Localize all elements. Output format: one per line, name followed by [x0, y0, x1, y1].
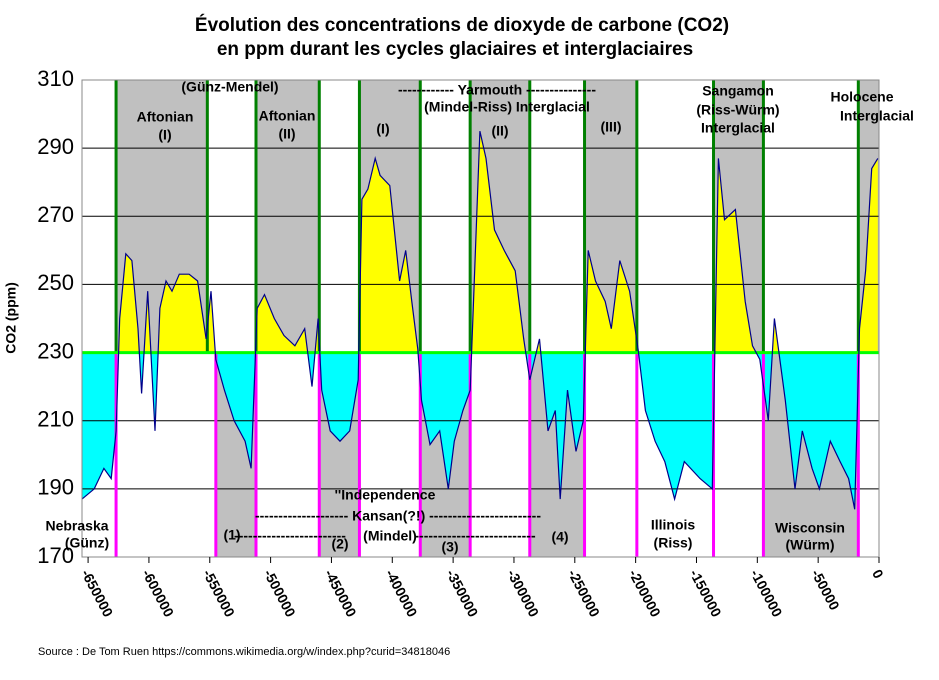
- annotation: (I): [158, 127, 171, 143]
- y-tick-label: 170: [37, 543, 74, 568]
- annotation: (Günz-Mendel): [181, 79, 278, 95]
- x-tick-label: -250000: [565, 567, 603, 620]
- x-tick-label: -400000: [382, 567, 420, 620]
- annotation: (Mindel-Riss) Interglacial: [424, 99, 590, 115]
- annotation: -------------------- Kansan(?!) --------…: [255, 508, 541, 524]
- y-axis-label: CO2 (ppm): [3, 282, 19, 354]
- annotation: Sangamon: [702, 83, 774, 99]
- y-tick-label: 270: [37, 202, 74, 227]
- annotation: (Günz): [65, 535, 109, 551]
- area-below: [82, 352, 859, 510]
- x-tick-label: -650000: [78, 567, 116, 620]
- annotation: (Mindel): [363, 528, 417, 544]
- x-tick-label: -100000: [747, 567, 785, 620]
- y-tick-label: 290: [37, 134, 74, 159]
- annotation: (I): [376, 121, 389, 137]
- annotation: ------------ Yarmouth ---------------: [398, 82, 596, 98]
- x-tick-label: -200000: [626, 567, 664, 620]
- area-above: [82, 131, 878, 353]
- annotation: (Würm): [786, 537, 835, 553]
- annotation: ------------------------: [234, 528, 346, 544]
- y-tick-label: 310: [37, 66, 74, 91]
- source-note: Source : De Tom Ruen https://commons.wik…: [38, 646, 450, 658]
- chart-subtitle: en ppm durant les cycles glaciaires et i…: [217, 39, 693, 60]
- annotation: (1): [223, 527, 240, 543]
- y-tick-label: 250: [37, 270, 74, 295]
- annotation: Illinois: [651, 517, 696, 533]
- y-tick-label: 190: [37, 475, 74, 500]
- x-tick-label: -300000: [504, 567, 542, 620]
- x-tick-label: -500000: [261, 567, 299, 620]
- annotation: Interglacial: [701, 120, 775, 136]
- annotation: Aftonian: [137, 109, 194, 125]
- y-tick-label: 230: [37, 338, 74, 363]
- x-tick-label: -350000: [443, 567, 481, 620]
- annotation: ''Independence: [335, 487, 436, 503]
- annotation: (II): [278, 126, 295, 142]
- annotation: Interglacial: [840, 108, 914, 124]
- plot-border: [81, 79, 880, 558]
- annotation: (Riss): [654, 535, 693, 551]
- annotation: (3): [441, 539, 458, 555]
- x-tick-label: -150000: [687, 567, 725, 620]
- annotation: (4): [551, 529, 568, 545]
- annotation: (III): [601, 119, 622, 135]
- annotation: Nebraska: [45, 518, 108, 534]
- annotation: (2): [331, 536, 348, 552]
- annotation: --------------------------: [414, 528, 536, 544]
- annotation: (II): [491, 123, 508, 139]
- annotation: Aftonian: [259, 108, 316, 124]
- annotation: (Riss-Würm): [696, 102, 779, 118]
- co2-line: [81, 130, 879, 510]
- x-tick-label: -600000: [139, 567, 177, 620]
- x-tick-label: -450000: [322, 567, 360, 620]
- x-tick-label: -550000: [200, 567, 238, 620]
- x-tick-label: -50000: [808, 567, 843, 613]
- annotation: Holocene: [830, 89, 893, 105]
- chart-title: Évolution des concentrations de dioxyde …: [195, 14, 729, 36]
- y-tick-label: 210: [37, 407, 74, 432]
- annotation: Wisconsin: [775, 520, 845, 536]
- x-tick-label: 0: [869, 567, 887, 582]
